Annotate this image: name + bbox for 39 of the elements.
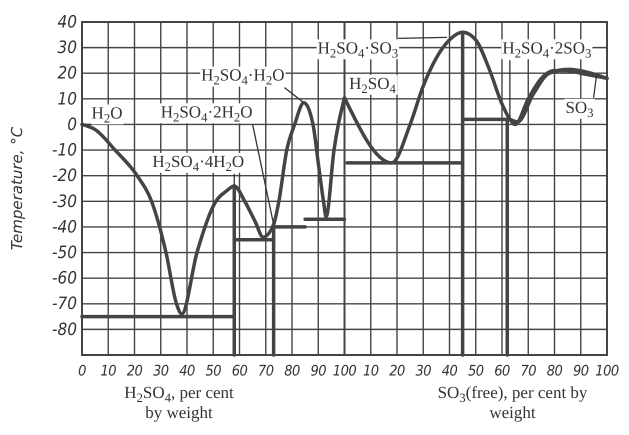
y-tick-label: 30 (58, 38, 77, 58)
y-tick-label: -30 (52, 192, 77, 212)
x-tick-label: 70 (520, 363, 536, 380)
x-tick-label: 30 (152, 363, 169, 380)
y-tick-label: -60 (52, 268, 77, 289)
y-tick-label: -50 (52, 242, 77, 263)
x-tick-label: 60 (494, 363, 510, 380)
y-tick-label: 40 (58, 12, 77, 32)
x-tick-label: 80 (546, 363, 562, 380)
x-tick-label: 10 (100, 363, 116, 380)
x-tick-label: 90 (572, 363, 589, 380)
x-tick-label: 60 (232, 363, 248, 380)
y-tick-label: -70 (52, 294, 77, 314)
x-tick-label: 80 (284, 363, 300, 380)
y-axis-title: Temperature, °C (8, 126, 26, 250)
x-tick-label: 50 (468, 363, 484, 380)
annotation: H$_{2}$SO$_{4}$ (349, 74, 397, 96)
x-tick-label: 50 (205, 363, 222, 380)
y-tick-label: -80 (52, 320, 77, 340)
x-tick-label: 40 (442, 363, 458, 380)
x-tick-label: 100 (332, 363, 356, 380)
x-tick-label: 70 (258, 363, 274, 380)
annotation: H$_{2}$SO$_{4}$·2H$_{2}$O (160, 102, 253, 124)
x-tick-label: 40 (179, 363, 195, 380)
y-tick-label: -40 (52, 217, 77, 238)
y-tick-label: -10 (52, 140, 77, 161)
x-tick-label: 20 (389, 363, 405, 380)
y-tick-label: 10 (58, 89, 77, 110)
x-tick-label: 20 (126, 363, 142, 380)
annotation: H$_{2}$SO$_{4}$·4H$_{2}$O (152, 152, 244, 174)
y-tick-label: 0 (67, 114, 77, 135)
y-tick-label: 20 (58, 64, 77, 84)
y-tick-label: -20 (52, 166, 77, 186)
x-axis-title: H$_{2}$SO$_{4}$, per cent by weight (124, 383, 234, 422)
x-tick-label: 10 (362, 363, 379, 380)
x-axis-title: SO$_{3}$(free), per cent by weight (438, 383, 588, 422)
x-tick-label: 90 (310, 363, 326, 380)
x-tick-label: 30 (415, 363, 432, 380)
x-tick-label: 100 (595, 363, 619, 380)
